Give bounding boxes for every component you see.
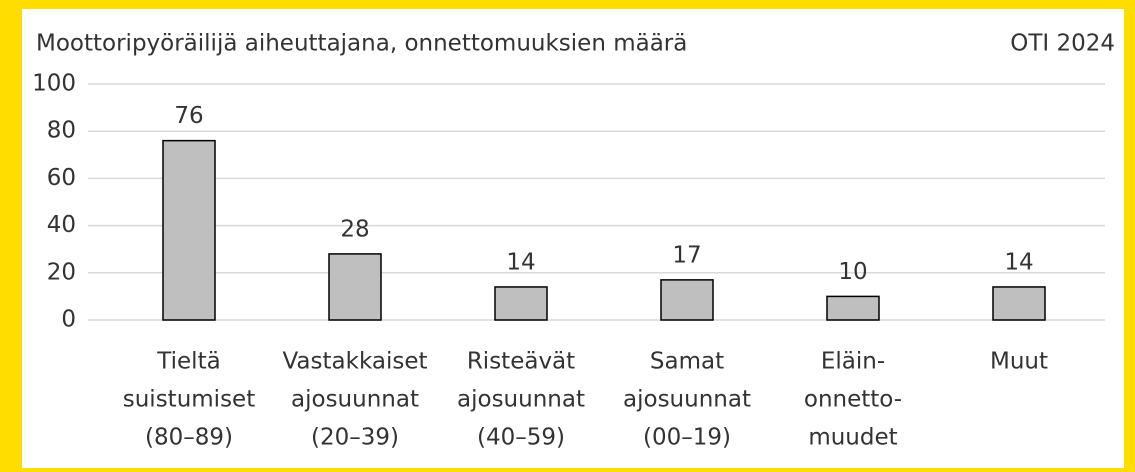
y-tick-label: 60 — [47, 165, 76, 191]
data-label: 76 — [174, 103, 203, 129]
data-label: 14 — [1004, 249, 1033, 275]
x-tick-label: ajosuunnat — [623, 387, 751, 413]
bar — [328, 253, 382, 321]
bar — [494, 286, 548, 321]
bar — [826, 295, 880, 321]
data-label: 28 — [340, 216, 369, 242]
data-label: 10 — [838, 259, 867, 285]
x-tick-label: ajosuunnat — [457, 387, 585, 413]
x-tick-label: Vastakkaiset — [282, 349, 427, 375]
x-tick-label: onnetto- — [804, 387, 902, 413]
x-tick-label: (40–59) — [477, 425, 565, 451]
x-tick-label: ajosuunnat — [291, 387, 419, 413]
bar — [992, 286, 1046, 321]
y-tick-label: 40 — [47, 212, 76, 238]
bar — [660, 279, 714, 321]
chart-title: Moottoripyöräilijä aiheuttajana, onnetto… — [36, 31, 687, 57]
x-tick-label: Tieltä — [156, 349, 220, 375]
x-tick-label: (20–39) — [311, 425, 399, 451]
x-tick-label: suistumiset — [123, 387, 255, 413]
data-label: 17 — [672, 242, 701, 268]
x-tick-label: muudet — [808, 425, 897, 451]
y-tick-label: 0 — [61, 307, 76, 333]
y-tick-label: 20 — [47, 259, 76, 285]
data-label: 14 — [506, 249, 535, 275]
x-tick-label: Eläin- — [821, 349, 885, 375]
bar — [162, 139, 216, 321]
x-tick-label: (80–89) — [145, 425, 233, 451]
y-tick-label: 100 — [32, 71, 76, 97]
source: OTI 2024 — [1010, 31, 1115, 57]
x-tick-label: Samat — [650, 349, 724, 375]
x-tick-label: Muut — [990, 349, 1048, 375]
y-tick-label: 80 — [47, 118, 76, 144]
x-tick-label: (00–19) — [643, 425, 731, 451]
x-tick-label: Risteävät — [467, 349, 575, 375]
